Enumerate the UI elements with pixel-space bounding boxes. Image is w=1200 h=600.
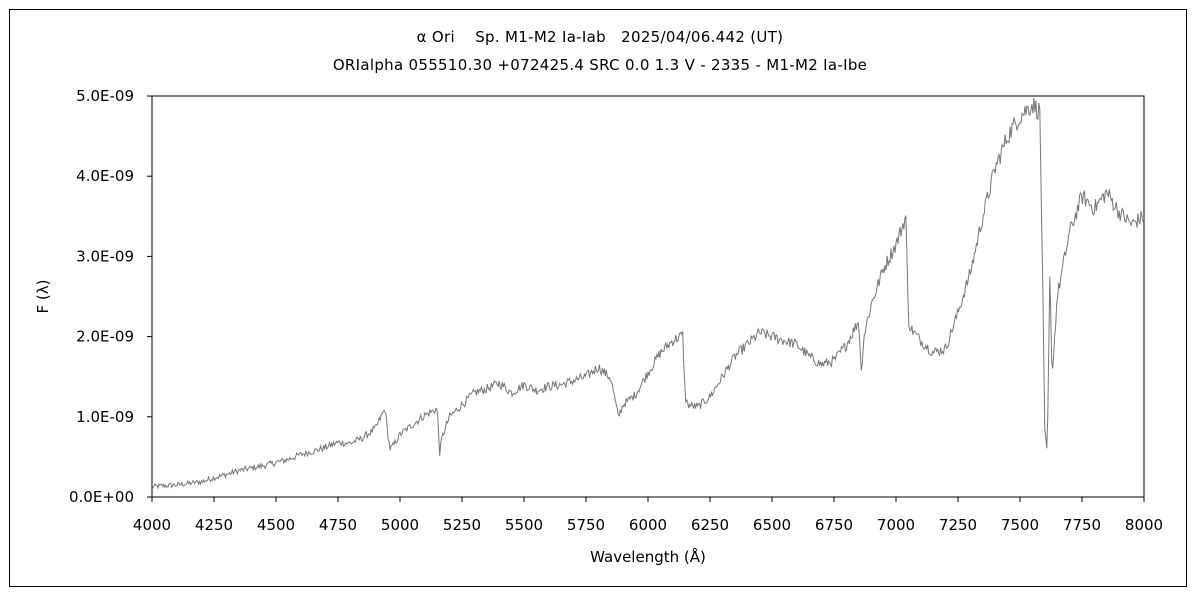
- y-tick-label: 2.0E-09: [76, 328, 134, 346]
- x-tick-label: 7250: [939, 516, 977, 534]
- y-tick-label: 4.0E-09: [76, 167, 134, 185]
- x-tick-label: 5000: [381, 516, 419, 534]
- plot-area: [151, 95, 1145, 498]
- x-tick-label: 6000: [629, 516, 667, 534]
- y-tick-label: 3.0E-09: [76, 247, 134, 265]
- y-axis-title: F (λ): [34, 280, 52, 314]
- chart-title: α Ori Sp. M1-M2 Ia-Iab 2025/04/06.442 (U…: [416, 28, 784, 46]
- spectrum-line: [151, 97, 1145, 490]
- y-tick-label: 5.0E-09: [76, 87, 134, 105]
- chart-frame: [9, 9, 1187, 587]
- x-tick-label: 5500: [505, 516, 543, 534]
- x-tick-label: 6750: [815, 516, 853, 534]
- x-tick-label: 5750: [567, 516, 605, 534]
- x-tick-label: 7000: [877, 516, 915, 534]
- y-axis: 0.0E+00 1.0E-09 2.0E-09 3.0E-09 4.0E-09 5.0E-…: [69, 87, 152, 506]
- x-axis-title: Wavelength (Å): [590, 547, 706, 566]
- x-axis: 4000 4250 4500 4750 5000 5250 5500 5750 6000 6250…: [133, 497, 1163, 534]
- x-tick-label: 6500: [753, 516, 791, 534]
- x-tick-label: 4250: [195, 516, 233, 534]
- x-tick-label: 4000: [133, 516, 171, 534]
- y-tick-label: 1.0E-09: [76, 408, 134, 426]
- x-tick-label: 5250: [443, 516, 481, 534]
- x-tick-label: 6250: [691, 516, 729, 534]
- y-tick-label: 0.0E+00: [69, 488, 134, 506]
- x-tick-label: 4500: [257, 516, 295, 534]
- x-tick-label: 8000: [1125, 516, 1163, 534]
- x-tick-label: 4750: [319, 516, 357, 534]
- chart-subtitle: ORIalpha 055510.30 +072425.4 SRC 0.0 1.3…: [332, 56, 868, 74]
- x-tick-label: 7750: [1063, 516, 1101, 534]
- x-tick-label: 7500: [1001, 516, 1039, 534]
